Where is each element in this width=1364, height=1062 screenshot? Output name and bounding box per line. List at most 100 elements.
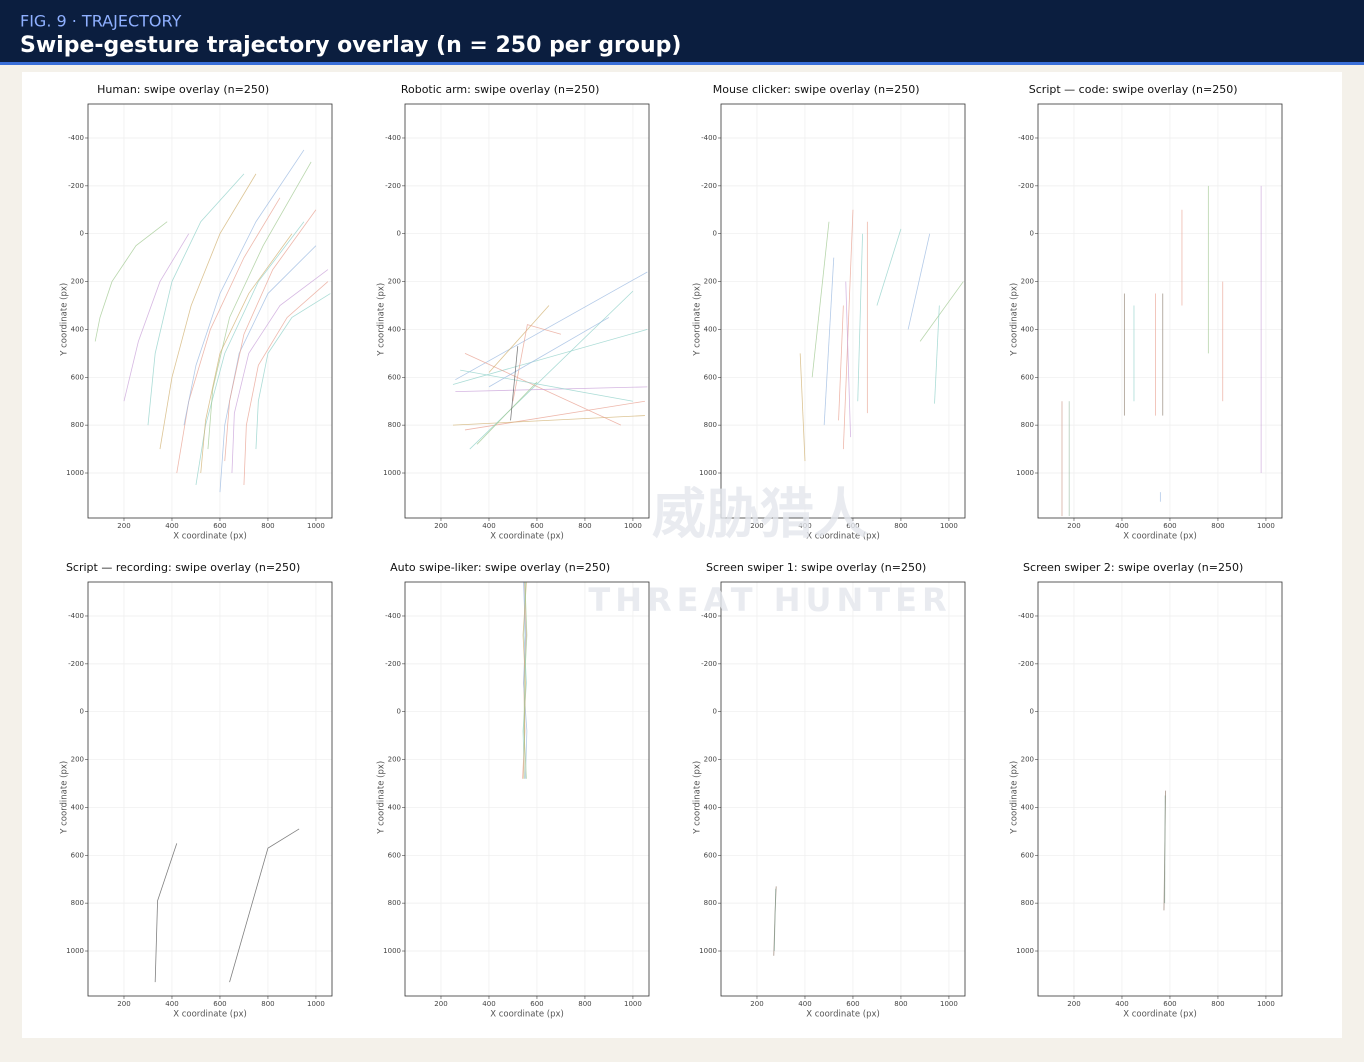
y-tick-label: 0 <box>397 230 401 238</box>
trajectory <box>94 221 168 342</box>
y-tick-label: 200 <box>704 756 717 764</box>
watermark-cn: 威胁猎人 <box>652 483 868 546</box>
panel: 200 400 600 800 1000 -400 -200 0 200 400 600 800 100… <box>377 561 650 1020</box>
y-tick-label: 800 <box>1021 899 1034 907</box>
y-tick-label: 400 <box>1021 803 1034 811</box>
trajectory <box>255 293 331 450</box>
trajectory <box>183 149 305 426</box>
plot-frame <box>404 103 650 519</box>
y-tick-label: 400 <box>704 325 717 333</box>
x-tick-label: 800 <box>1211 522 1224 530</box>
trajectory <box>523 582 528 779</box>
trajectory <box>455 386 648 393</box>
x-axis-label: X coordinate (px) <box>806 1010 880 1020</box>
header-bar <box>0 0 1364 62</box>
y-tick-label: 800 <box>71 421 84 429</box>
x-tick-label: 200 <box>750 1000 763 1008</box>
y-tick-label: -400 <box>68 134 84 142</box>
y-tick-label: 1000 <box>699 947 717 955</box>
y-tick-label: -400 <box>1018 612 1034 620</box>
y-tick-label: -400 <box>68 612 84 620</box>
y-tick-label: 800 <box>704 899 717 907</box>
x-tick-label: 400 <box>798 522 811 530</box>
x-tick-label: 800 <box>578 522 591 530</box>
panel-title: Mouse clicker: swipe overlay (n=250) <box>713 83 920 96</box>
y-axis-label: Y coordinate (px) <box>1010 283 1020 357</box>
y-tick-label: 200 <box>71 756 84 764</box>
plot-frame <box>87 103 333 519</box>
y-axis-label: Y coordinate (px) <box>377 283 387 357</box>
x-tick-label: 600 <box>530 1000 543 1008</box>
y-tick-label: 800 <box>388 899 401 907</box>
y-tick-label: 800 <box>388 421 401 429</box>
x-tick-label: 1000 <box>307 522 325 530</box>
x-tick-label: 1000 <box>1257 522 1275 530</box>
panel: 200 400 600 800 1000 -400 -200 0 200 400 600 800 100… <box>377 83 650 542</box>
panels: 200 400 600 800 1000 -400 -200 0 200 400 600 800 100… <box>60 83 1283 1020</box>
x-tick-label: 1000 <box>940 1000 958 1008</box>
y-tick-label: 600 <box>388 373 401 381</box>
panel-title: Screen swiper 1: swipe overlay (n=250) <box>706 561 926 574</box>
y-tick-label: -200 <box>68 660 84 668</box>
trajectory <box>488 317 610 388</box>
x-tick-label: 600 <box>846 522 859 530</box>
y-tick-label: 600 <box>1021 373 1034 381</box>
plot-frame <box>404 581 650 997</box>
page-title: Swipe-gesture trajectory overlay (n = 25… <box>20 33 681 58</box>
plot-frame <box>720 103 966 519</box>
trajectory <box>919 281 964 342</box>
y-tick-label: 1000 <box>66 469 84 477</box>
y-tick-label: 0 <box>80 708 84 716</box>
x-axis-label: X coordinate (px) <box>806 532 880 542</box>
x-tick-label: 400 <box>798 1000 811 1008</box>
trajectory <box>123 233 190 402</box>
trajectory <box>147 173 245 426</box>
x-axis-label: X coordinate (px) <box>1123 1010 1197 1020</box>
y-tick-label: 400 <box>1021 325 1034 333</box>
y-tick-label: 800 <box>704 421 717 429</box>
y-tick-label: 600 <box>1021 851 1034 859</box>
x-tick-label: 200 <box>750 522 763 530</box>
y-axis-label: Y coordinate (px) <box>693 283 703 357</box>
x-tick-label: 200 <box>434 522 447 530</box>
y-tick-label: 600 <box>704 373 717 381</box>
trajectory <box>176 197 281 474</box>
y-tick-label: -400 <box>1018 134 1034 142</box>
y-tick-label: 1000 <box>699 469 717 477</box>
trajectory <box>455 271 648 381</box>
y-tick-label: -200 <box>701 660 717 668</box>
x-tick-label: 400 <box>165 1000 178 1008</box>
panel: 200 400 600 800 1000 -400 -200 0 200 400 600 800 100… <box>60 561 333 1020</box>
trajectory <box>799 353 806 462</box>
y-tick-label: 200 <box>1021 756 1034 764</box>
y-tick-label: -200 <box>1018 660 1034 668</box>
trajectory <box>452 415 645 426</box>
x-tick-label: 400 <box>1115 1000 1128 1008</box>
x-axis-label: X coordinate (px) <box>173 532 247 542</box>
y-axis-label: Y coordinate (px) <box>1010 761 1020 835</box>
x-tick-label: 600 <box>213 522 226 530</box>
y-tick-label: 0 <box>80 230 84 238</box>
x-tick-label: 800 <box>1211 1000 1224 1008</box>
y-tick-label: 200 <box>388 756 401 764</box>
plot-frame <box>720 581 966 997</box>
trajectory <box>842 209 854 450</box>
trajectory <box>460 369 633 402</box>
plot-frame <box>1037 103 1283 519</box>
trajectory <box>512 324 562 402</box>
y-tick-label: 400 <box>388 803 401 811</box>
x-tick-label: 200 <box>1067 522 1080 530</box>
trajectory <box>229 828 300 983</box>
trajectory <box>876 228 902 306</box>
y-tick-label: 200 <box>388 278 401 286</box>
trajectory <box>857 233 863 402</box>
trajectory <box>523 582 528 779</box>
trajectory <box>200 233 293 474</box>
y-tick-label: 0 <box>1030 708 1034 716</box>
trajectory <box>838 305 844 421</box>
panel: 200 400 600 800 1000 -400 -200 0 200 400 600 800 100… <box>60 83 333 542</box>
panel-title: Script — recording: swipe overlay (n=250… <box>66 561 300 574</box>
x-axis-label: X coordinate (px) <box>1123 532 1197 542</box>
trajectory <box>845 281 851 438</box>
x-tick-label: 600 <box>530 522 543 530</box>
